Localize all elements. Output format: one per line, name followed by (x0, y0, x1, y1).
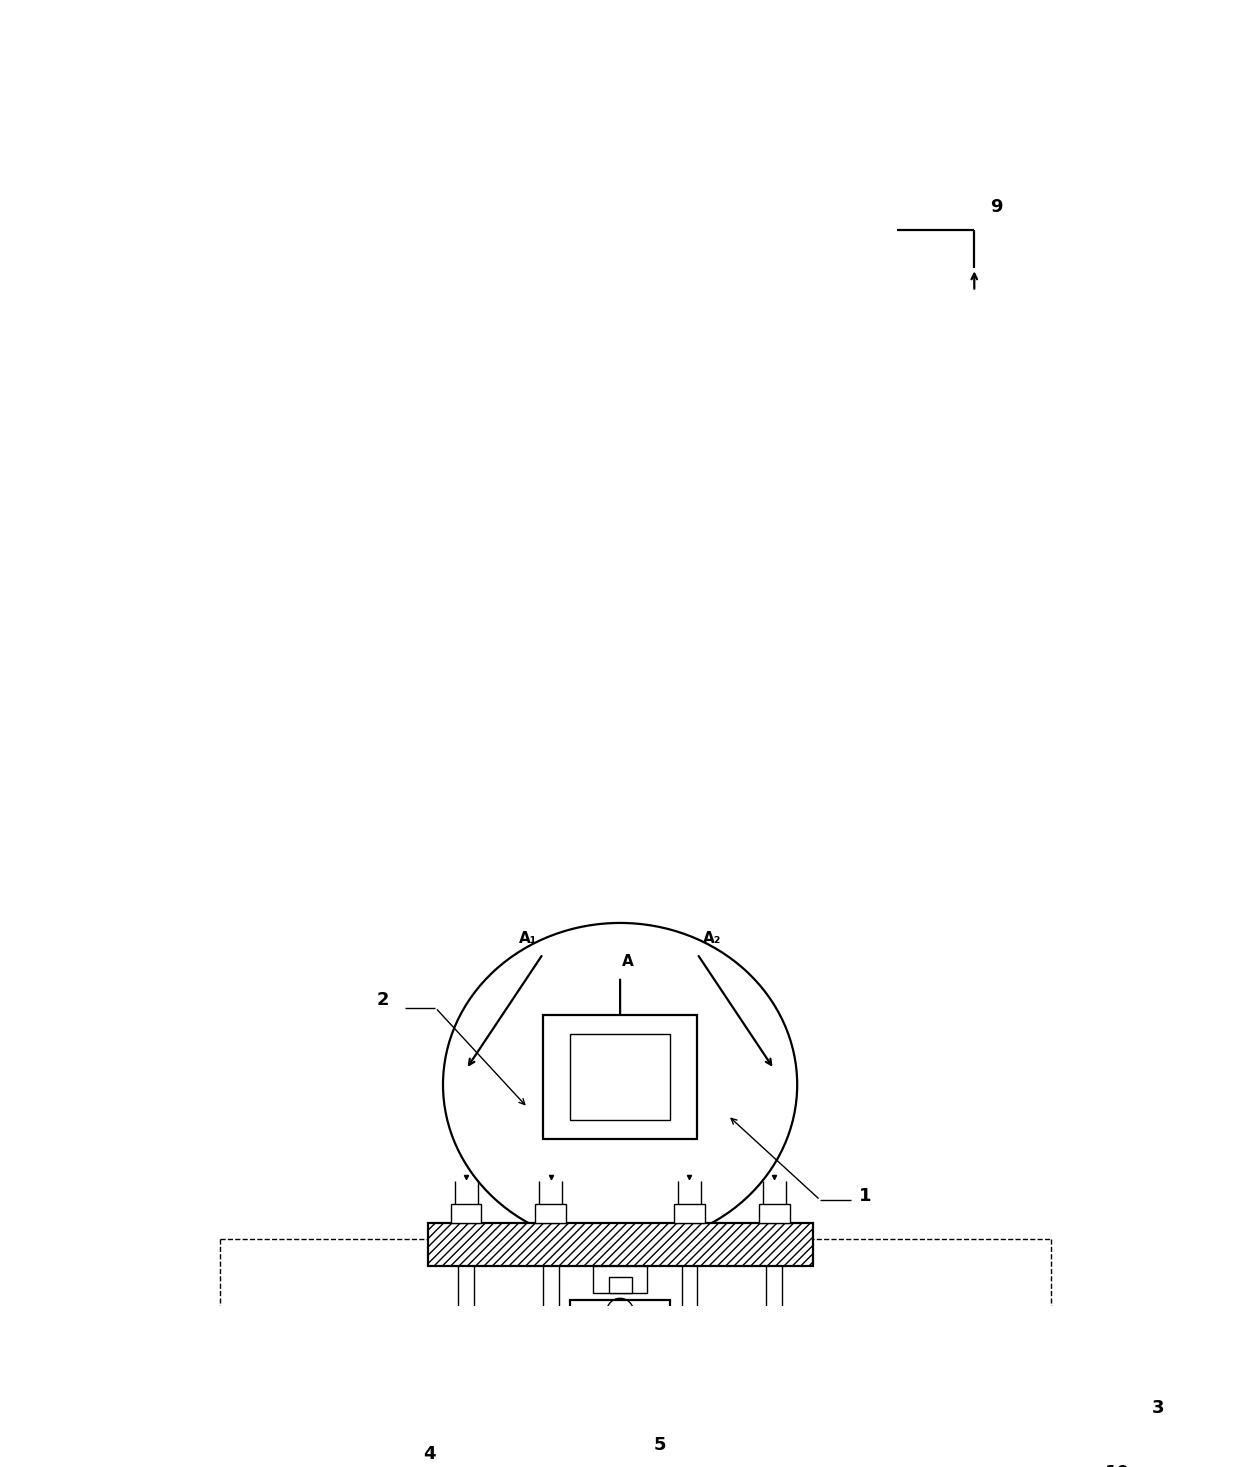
Text: 2: 2 (377, 990, 389, 1009)
Text: A₁: A₁ (518, 932, 537, 946)
Ellipse shape (443, 923, 797, 1247)
Bar (536, 1204, 567, 1223)
Bar (543, 1015, 697, 1138)
Text: A₂: A₂ (703, 932, 722, 946)
Text: 9: 9 (990, 198, 1002, 216)
Text: 5: 5 (653, 1436, 666, 1454)
Bar (570, 1300, 670, 1370)
Text: 4: 4 (423, 1445, 435, 1463)
Bar (570, 1034, 670, 1119)
Bar (428, 1223, 812, 1266)
Text: 10: 10 (1105, 1464, 1130, 1467)
Bar (609, 1278, 631, 1292)
Bar (759, 1204, 790, 1223)
Text: A: A (622, 954, 634, 968)
Text: 1: 1 (859, 1187, 872, 1206)
Bar (675, 1204, 704, 1223)
Text: 3: 3 (1152, 1400, 1164, 1417)
Bar (450, 1204, 481, 1223)
Bar (593, 1266, 647, 1292)
